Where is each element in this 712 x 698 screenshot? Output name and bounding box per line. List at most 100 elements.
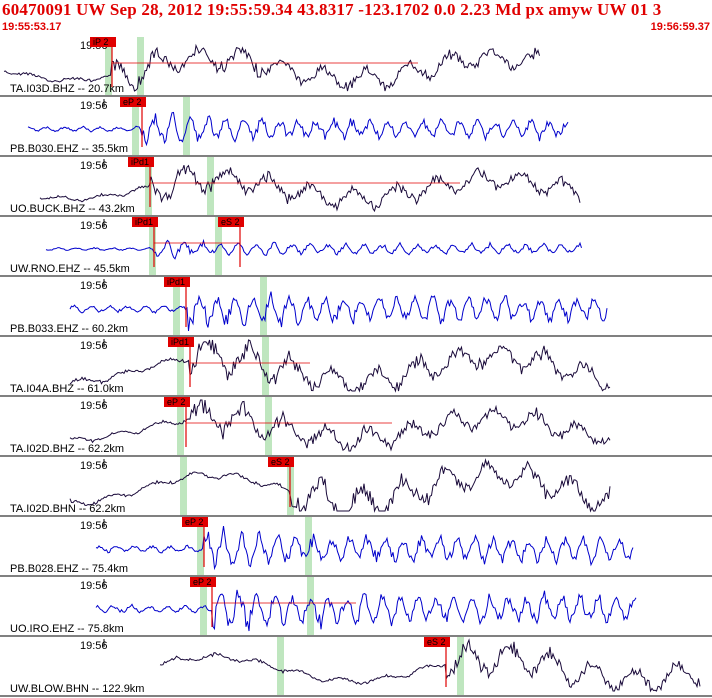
waveform-line xyxy=(95,589,637,632)
waveform-line xyxy=(27,111,569,147)
pick-label-box xyxy=(164,397,190,407)
station-label: UO.IRO.EHZ -- 75.8km xyxy=(10,623,124,635)
pick-label-box xyxy=(190,577,216,587)
s-arrival-band xyxy=(307,577,314,635)
p-pick-marker[interactable]: iPd1 xyxy=(164,277,190,327)
waveform-line xyxy=(69,399,611,452)
p-arrival-band xyxy=(180,457,187,515)
s-arrival-band xyxy=(262,337,269,395)
seismogram-plot[interactable]: 19:56 iP 2 TA.I03D.BHZ -- 20.7km 19:56 eP 2 P… xyxy=(0,37,712,698)
time-mark-label: 19:56 xyxy=(80,160,108,172)
s-arrival-band xyxy=(137,37,144,95)
pick-label-box xyxy=(182,517,208,527)
s-arrival-band xyxy=(305,517,312,575)
p-arrival-band xyxy=(173,277,180,335)
pick-label-box xyxy=(268,457,294,467)
station-label: PB.B033.EHZ -- 60.2km xyxy=(10,323,128,335)
waveform-line xyxy=(69,291,608,332)
s-arrival-band xyxy=(457,637,464,695)
s-arrival-band xyxy=(260,277,267,335)
station-label: UW.BLOW.BHN -- 122.9km xyxy=(10,683,144,695)
waveform-line xyxy=(69,458,611,513)
time-mark-label: 19:56 xyxy=(80,340,108,352)
p-arrival-band xyxy=(177,337,184,395)
trace-row[interactable]: 19:56 iPd1 TA.I04A.BHZ -- 61.0km xyxy=(0,337,712,397)
waveform-line xyxy=(39,164,581,213)
p-arrival-band xyxy=(277,637,284,695)
trace-row[interactable]: 19:56 eS 2 TA.I02D.BHN -- 62.2km xyxy=(0,457,712,517)
pick-label-box xyxy=(218,217,244,227)
waveform-line xyxy=(45,238,582,260)
pick-label: iPd1 xyxy=(135,217,153,227)
p-arrival-band xyxy=(200,577,207,635)
time-mark-label: 19:56 xyxy=(80,460,108,472)
p-pick-marker[interactable]: eP 2 xyxy=(164,397,190,447)
p-pick-marker[interactable]: iP 2 xyxy=(90,37,116,87)
p-pick-marker[interactable]: iPd1 xyxy=(168,337,194,387)
p-arrival-band xyxy=(177,397,184,455)
window-end-time: 19:56:59.37 xyxy=(650,21,710,33)
p-pick-marker[interactable]: eP 2 xyxy=(120,97,146,147)
pick-label-box xyxy=(424,637,450,647)
s-pick-marker[interactable]: eS 2 xyxy=(424,637,450,687)
pick-label: eP 2 xyxy=(167,397,185,407)
trace-row[interactable]: 19:56 eP 2 UO.IRO.EHZ -- 75.8km xyxy=(0,577,712,637)
station-label: UW.RNO.EHZ -- 45.5km xyxy=(10,263,130,275)
pick-label: eP 2 xyxy=(193,577,211,587)
pick-label-box xyxy=(168,337,194,347)
pick-label: eP 2 xyxy=(123,97,141,107)
station-label: TA.I02D.BHN -- 62.2km xyxy=(10,503,125,515)
pick-label-box xyxy=(90,37,116,47)
waveform-line xyxy=(69,339,611,393)
pick-label-box xyxy=(128,157,154,167)
time-mark-label: 19:56 xyxy=(80,220,108,232)
p-arrival-band xyxy=(197,517,204,575)
trace-row[interactable]: 19:56 eP 2 TA.I02D.BHZ -- 62.2km xyxy=(0,397,712,457)
p-arrival-band xyxy=(132,97,139,155)
waveform-line xyxy=(3,43,540,92)
pick-label: iP 2 xyxy=(93,37,108,47)
p-pick-marker[interactable]: iPd1 xyxy=(128,157,154,207)
station-label: TA.I04A.BHZ -- 61.0km xyxy=(10,383,124,395)
waveform-line xyxy=(95,526,634,571)
s-pick-marker[interactable]: eS 2 xyxy=(218,217,244,267)
time-mark-label: 19:56 xyxy=(80,520,108,532)
pick-label: eP 2 xyxy=(185,517,203,527)
window-start-time: 19:55:53.17 xyxy=(2,21,62,33)
trace-row[interactable]: 19:56 iPd1 UO.BUCK.BHZ -- 43.2km xyxy=(0,157,712,217)
waveform-line xyxy=(159,638,701,693)
time-mark-label: 19:56 xyxy=(80,280,108,292)
pick-label: iPd1 xyxy=(131,157,149,167)
s-arrival-band xyxy=(265,397,272,455)
event-title: 60470091 UW Sep 28, 2012 19:55:59.34 43.… xyxy=(2,0,662,19)
p-pick-marker[interactable]: iPd1 xyxy=(132,217,158,267)
pick-label-box xyxy=(164,277,190,287)
pick-label: eS 2 xyxy=(221,217,240,227)
pick-label-box xyxy=(120,97,146,107)
time-mark-label: 19:56 xyxy=(80,640,108,652)
trace-row[interactable]: 19:56 eP 2 PB.B030.EHZ -- 35.5km xyxy=(0,97,712,157)
s-arrival-band xyxy=(207,157,214,215)
station-label: TA.I02D.BHZ -- 62.2km xyxy=(10,443,124,455)
pick-label: eS 2 xyxy=(427,637,446,647)
p-pick-marker[interactable]: eP 2 xyxy=(182,517,208,567)
pick-label: iPd1 xyxy=(167,277,185,287)
trace-row[interactable]: 19:56 iPd1 PB.B033.EHZ -- 60.2km xyxy=(0,277,712,337)
trace-row[interactable]: 19:56 eS 2 UW.BLOW.BHN -- 122.9km xyxy=(0,637,712,697)
trace-row[interactable]: 19:56 eP 2 PB.B028.EHZ -- 75.4km xyxy=(0,517,712,577)
p-arrival-band xyxy=(149,217,156,275)
pick-label-box xyxy=(132,217,158,227)
p-pick-marker[interactable]: eP 2 xyxy=(190,577,216,627)
s-pick-marker[interactable]: eS 2 xyxy=(268,457,294,507)
pick-label: eS 2 xyxy=(271,457,290,467)
time-mark-label: 19:56 xyxy=(80,400,108,412)
station-label: TA.I03D.BHZ -- 20.7km xyxy=(10,83,124,95)
trace-row[interactable]: 19:56 iPd1 eS 2 UW.RNO.EHZ -- 45.5km xyxy=(0,217,712,277)
time-mark-label: 19:56 xyxy=(80,580,108,592)
station-label: UO.BUCK.BHZ -- 43.2km xyxy=(10,203,135,215)
station-label: PB.B030.EHZ -- 35.5km xyxy=(10,143,128,155)
time-mark-label: 19:56 xyxy=(80,100,108,112)
station-label: PB.B028.EHZ -- 75.4km xyxy=(10,563,128,575)
pick-label: iPd1 xyxy=(171,337,189,347)
